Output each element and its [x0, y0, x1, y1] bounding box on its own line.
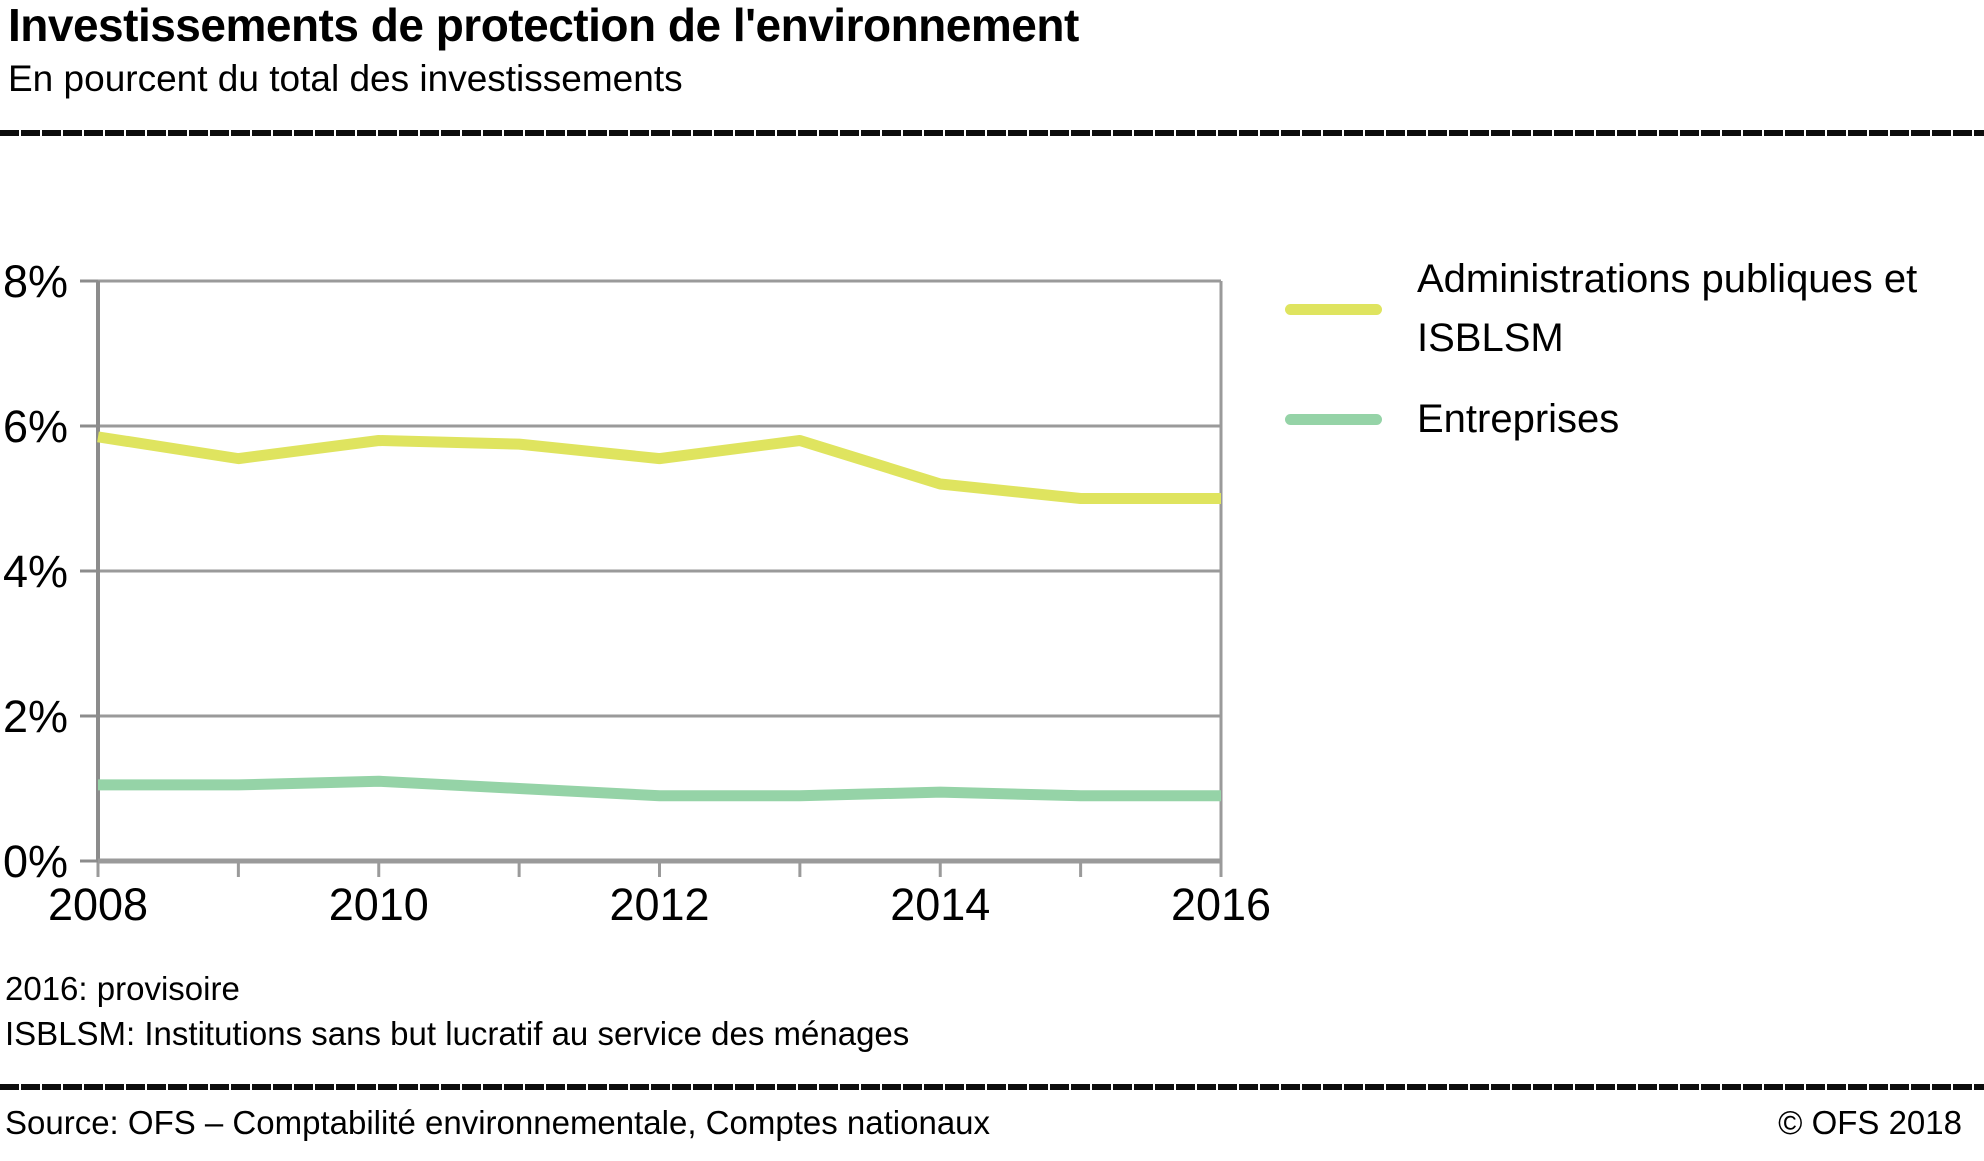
chart-legend: Administrations publiques et ISBLSM Entre…	[1285, 250, 1965, 471]
page-subtitle: En pourcent du total des investissements	[8, 58, 683, 99]
legend-label-0: Administrations publiques et ISBLSM	[1417, 257, 1918, 360]
series-line-0	[97, 431, 1221, 504]
y-tick-label-2: 2%	[3, 691, 68, 742]
copyright-text: © OFS 2018	[1778, 1104, 1962, 1141]
footnote-isblsm: ISBLSM: Institutions sans but lucratif a…	[5, 1015, 910, 1052]
page-title: Investissements de protection de l'envir…	[8, 0, 1079, 51]
legend-swatch-0	[1285, 303, 1382, 315]
legend-item-0: Administrations publiques et ISBLSM	[1285, 250, 1965, 368]
x-tick-label-2014: 2014	[890, 879, 990, 930]
top-divider	[0, 130, 1984, 136]
line-chart: 0% 2% 4% 6% 8% 2008 2010 2012 2014 2016	[3, 256, 1271, 930]
bottom-divider	[0, 1084, 1984, 1090]
y-tick-label-6: 6%	[3, 401, 68, 452]
footnote-provisional: 2016: provisoire	[5, 970, 240, 1007]
x-tick-label-2008: 2008	[48, 879, 148, 930]
x-tick-label-2010: 2010	[329, 879, 429, 930]
legend-label-1: Entreprises	[1417, 397, 1620, 441]
legend-swatch-1	[1285, 414, 1382, 425]
footer-bar: Source: OFS – Comptabilité environnement…	[5, 1100, 1962, 1145]
series-line-1	[98, 775, 1221, 802]
y-tick-label-8: 8%	[3, 256, 68, 307]
source-text: Source: OFS – Comptabilité environnement…	[5, 1104, 991, 1141]
y-tick-label-4: 4%	[3, 546, 68, 597]
x-tick-label-2012: 2012	[609, 879, 709, 930]
footnotes: 2016: provisoire ISBLSM: Institutions sa…	[5, 966, 909, 1056]
x-tick-label-2016: 2016	[1171, 879, 1271, 930]
legend-item-1: Entreprises	[1285, 390, 1965, 449]
y-tick-label-0: 0%	[3, 836, 68, 887]
